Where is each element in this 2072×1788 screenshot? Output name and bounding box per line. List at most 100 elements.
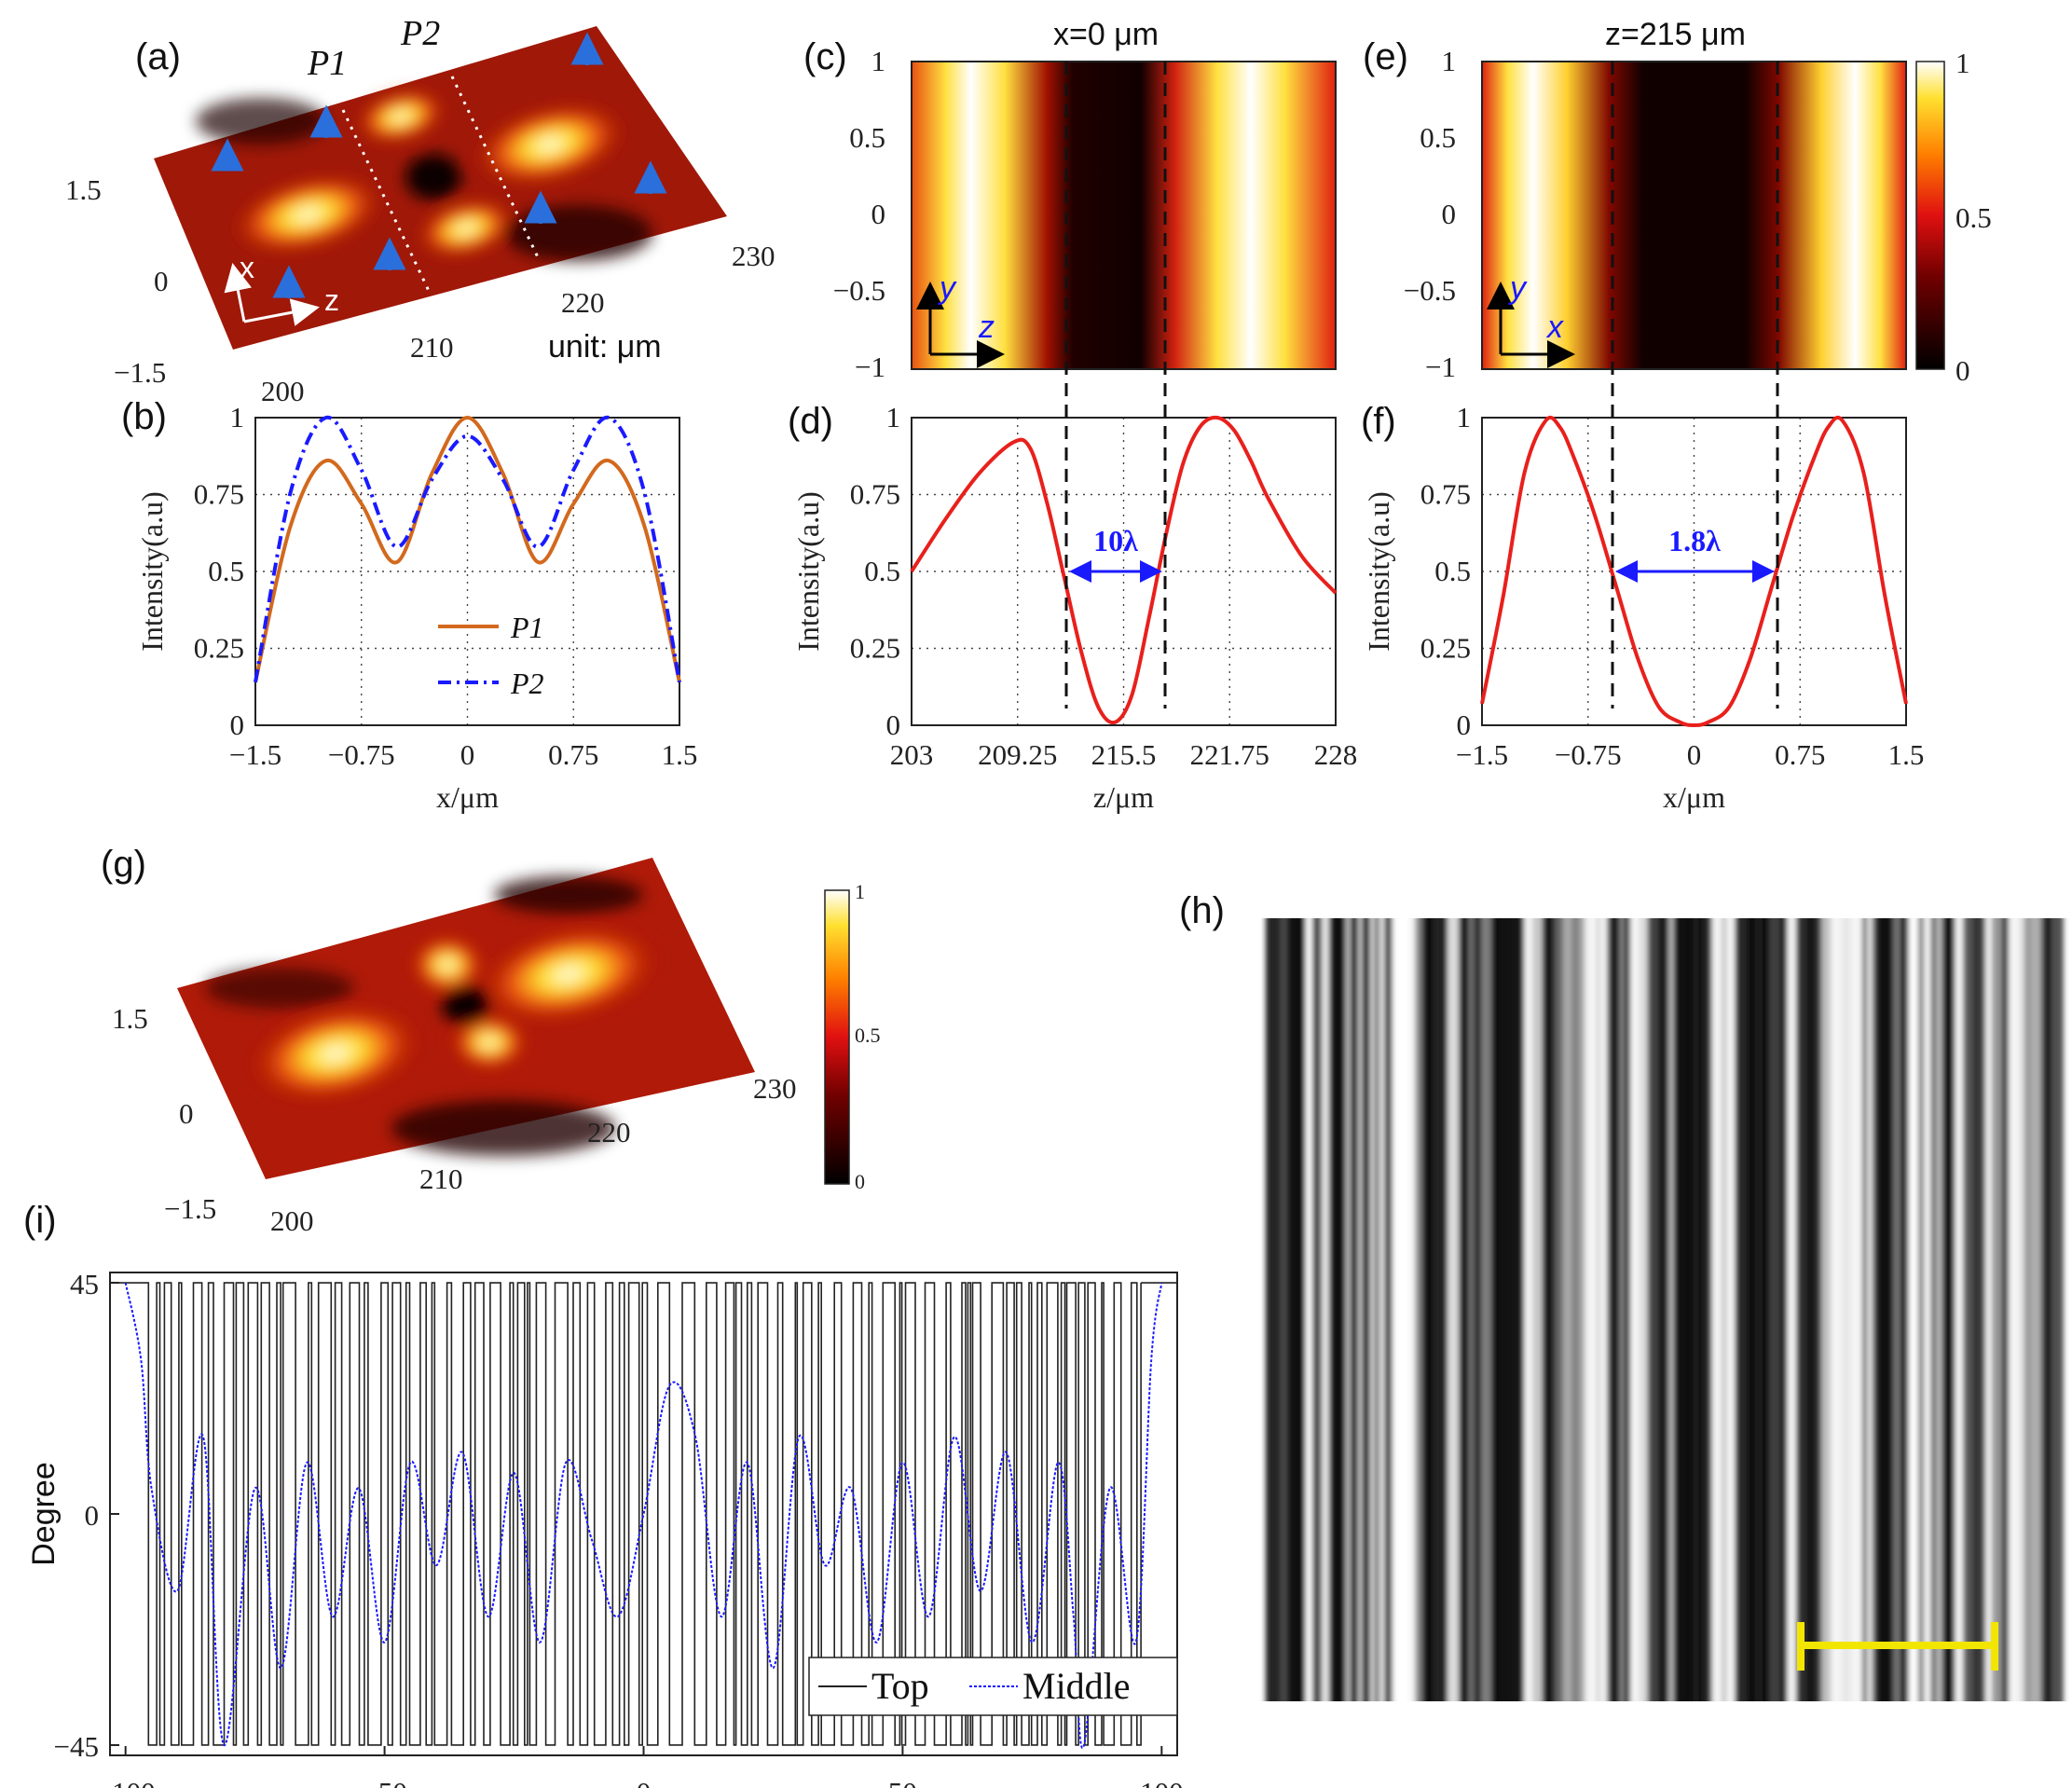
grating-stripe (1867, 918, 1873, 1701)
grating-stripe (1779, 918, 1788, 1701)
grating-stripe (1658, 918, 1664, 1701)
chart-d-xtick: 209.25 (978, 738, 1057, 771)
grating-stripe (1323, 918, 1329, 1701)
chart-f-series-0 (1480, 415, 1908, 727)
chart-b-xtick: −0.75 (328, 738, 395, 771)
grating-stripe (1585, 918, 1597, 1701)
chart-i: −100 −50 0 50 100 45 0 −45 Degree Top Middle (26, 1268, 1184, 1788)
panel-g-surface (177, 858, 755, 1179)
chart-d-series-0 (910, 415, 1338, 725)
grating-stripe (1888, 918, 1894, 1701)
legend-p1-label: P1 (510, 611, 544, 644)
panel-e-heatmap (1482, 62, 1906, 369)
grating-stripe (2045, 918, 2052, 1701)
grating-stripe (1503, 918, 1510, 1701)
chart-i-xtick: −100 (96, 1776, 156, 1788)
panel-e-cb-05: 0.5 (1955, 201, 1992, 234)
grating-stripe (1862, 918, 1868, 1701)
panel-i: (i) −100 −50 0 50 100 45 0 −45 Degree Top Middle (23, 1200, 1184, 1788)
grating-stripe (1459, 918, 1469, 1701)
grating-stripe (1787, 918, 1796, 1701)
chart-i-ytick: 0 (85, 1499, 100, 1532)
chart-i-ylabel: Degree (26, 1462, 62, 1566)
chart-i-ytick: −45 (54, 1730, 99, 1763)
panel-g-tick-x0: 200 (270, 1204, 314, 1237)
panel-h-label: (h) (1179, 890, 1225, 931)
panel-a: (a) x (65, 14, 775, 407)
grating-stripe (1900, 918, 1907, 1701)
grating-stripe (2019, 918, 2024, 1701)
grating-stripe (1893, 918, 1900, 1701)
chart-b-ytick: 0 (230, 708, 245, 741)
chart-f-ytick: 0.5 (1434, 555, 1471, 587)
chart-i-legend-middle-label: Middle (1022, 1665, 1131, 1707)
grating-stripe (2051, 918, 2064, 1701)
panel-a-axis-z: z (324, 283, 339, 317)
panel-a-p2-label: P2 (400, 14, 440, 53)
grating-stripe (1663, 918, 1669, 1701)
panel-a-tick-y1: 0 (154, 265, 169, 297)
grating-stripe (1795, 918, 1807, 1701)
grating-stripe (1935, 918, 1942, 1701)
chart-d-ytick: 0.5 (864, 555, 900, 587)
grating-stripe (1924, 918, 1931, 1701)
grating-stripe (1821, 918, 1831, 1701)
grating-stripe (1518, 918, 1525, 1701)
grating-stripe (1760, 918, 1770, 1701)
grating-stripe (1542, 918, 1551, 1701)
chart-i-legend-top-label: Top (871, 1665, 929, 1707)
grating-stripe (1571, 918, 1580, 1701)
panel-a-axes-glyph: x z (224, 251, 339, 326)
grating-stripe (1319, 918, 1324, 1701)
panel-c-yticks: 1 0.5 0 −0.5 −1 (833, 45, 885, 383)
chart-b-ytick: 0.75 (194, 478, 244, 511)
grating-stripe (1415, 918, 1422, 1701)
panel-f-label: (f) (1361, 401, 1396, 442)
chart-d-ytick: 0 (886, 708, 901, 741)
chart-d-xlabel: z/μm (1093, 780, 1154, 814)
chart-d: 203 209.25 215.5 221.75 228 0 0.25 0.5 0.75 1 z/μm… (791, 401, 1357, 814)
panel-c-axis-z: z (978, 309, 995, 345)
panel-g-cb-05: 0.5 (855, 1024, 881, 1047)
chart-f-xlabel: x/μm (1663, 780, 1725, 814)
grating-stripe (1651, 918, 1659, 1701)
chart-f-xtick: −0.75 (1555, 738, 1622, 771)
grating-stripe (1491, 918, 1503, 1701)
chart-f: −1.5 −0.75 0 0.75 1.5 0 0.25 0.5 0.75 1 x/μm Intens… (1362, 401, 1924, 814)
chart-d-ytick: 0.75 (850, 478, 900, 511)
panel-b-label: (b) (121, 396, 167, 437)
grating-stripe (1334, 918, 1346, 1701)
panel-e-cb-0: 0 (1955, 354, 1970, 387)
panel-g-tick-x1: 210 (419, 1162, 463, 1195)
grating-stripe (1266, 918, 1272, 1701)
panel-g: (g) 1 0.5 0 200 210 220 230 1.5 0 −1.5 (101, 844, 881, 1237)
panel-e-label: (e) (1363, 36, 1408, 77)
grating-stripe (1481, 918, 1492, 1701)
svg-text:−1: −1 (855, 351, 885, 383)
grating-stripe (1930, 918, 1936, 1701)
chart-f-ytick: 0 (1457, 708, 1472, 741)
panel-h-grating (1266, 914, 2064, 1706)
panel-g-cb-0: 0 (855, 1170, 865, 1193)
panel-a-tick-x3: 230 (732, 240, 775, 272)
grating-stripe (1630, 918, 1640, 1701)
grating-stripe (1991, 918, 2002, 1701)
chart-b-series-1 (254, 415, 681, 683)
grating-stripe (1985, 918, 1992, 1701)
chart-b-xtick: 0.75 (548, 738, 598, 771)
panel-g-tick-x3: 230 (753, 1072, 797, 1105)
grating-stripe (1524, 918, 1528, 1701)
grating-stripe (1280, 918, 1287, 1701)
grating-stripe (1346, 918, 1351, 1701)
chart-f-ylabel: Intensity(a.u) (1362, 491, 1395, 652)
panel-c-axes-glyph: y z (916, 270, 1005, 368)
panel-g-tick-y2: −1.5 (164, 1192, 216, 1225)
chart-b-xtick: 0 (460, 738, 475, 771)
panel-e-axes-glyph: y x (1487, 270, 1575, 368)
grating-stripe (2031, 918, 2041, 1701)
chart-i-ytick: 45 (70, 1268, 99, 1300)
grating-stripe (1705, 918, 1712, 1701)
grating-stripe (1328, 918, 1335, 1701)
grating-stripe (1468, 918, 1475, 1701)
grating-stripe (1617, 918, 1621, 1701)
